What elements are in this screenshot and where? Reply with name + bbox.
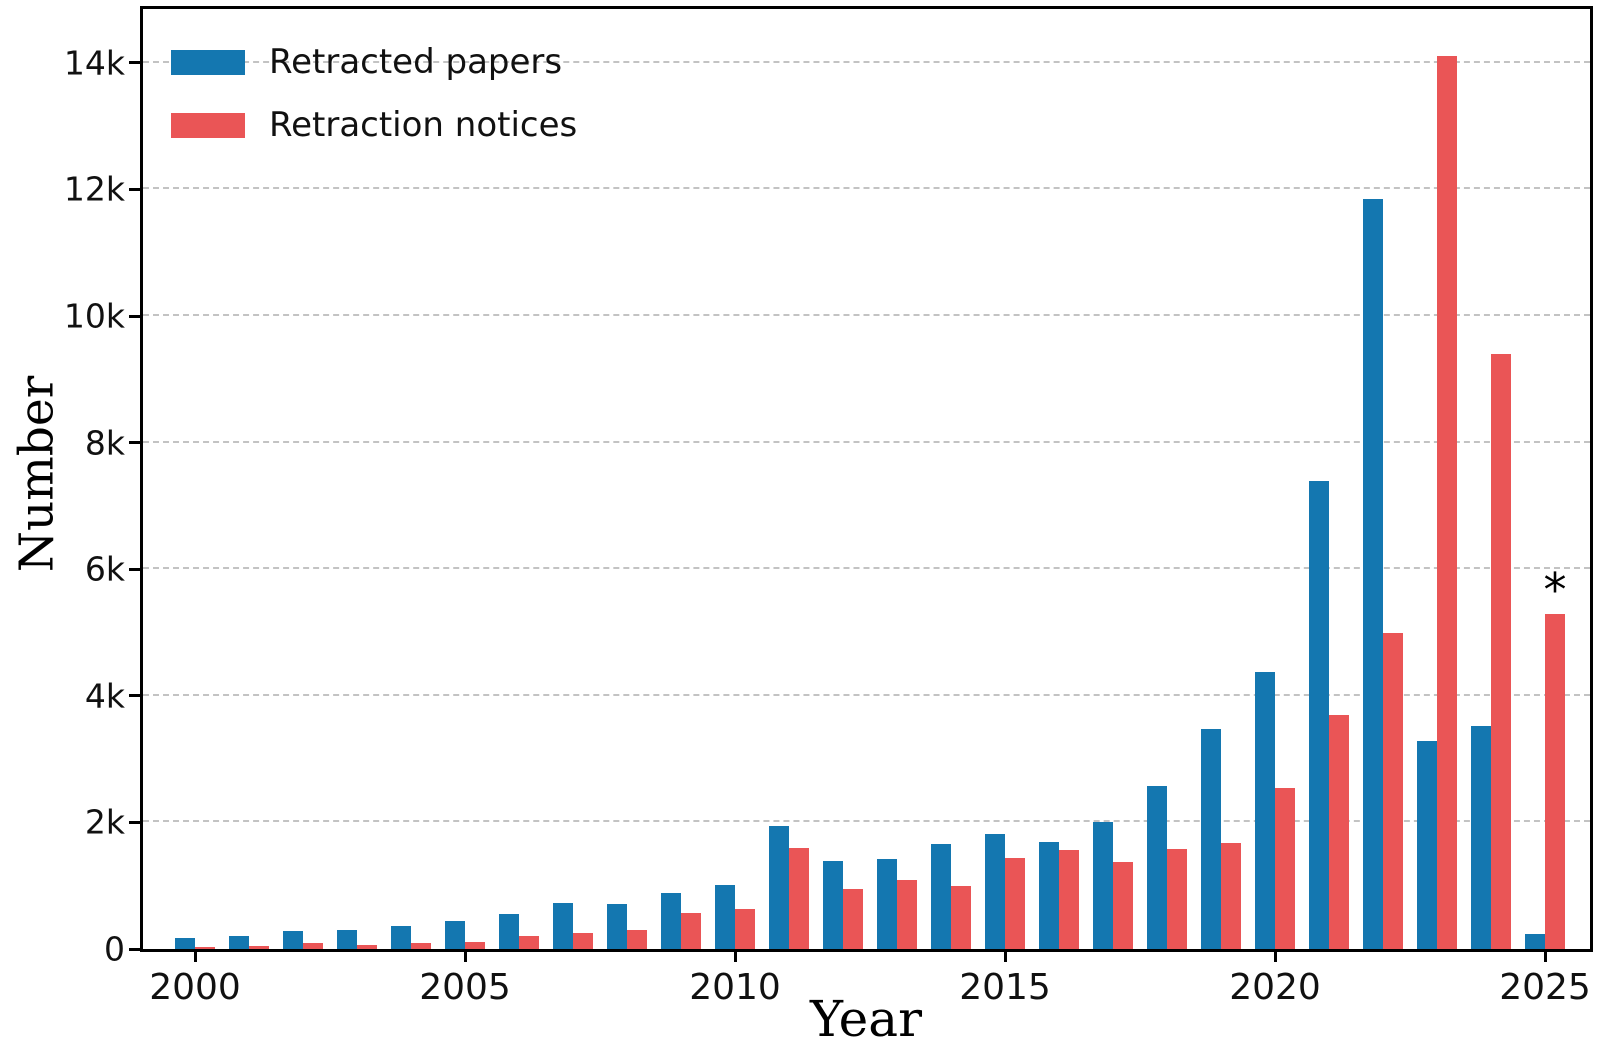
x-tick-mark-2015 [1003,950,1007,962]
legend-item-retraction-notices: Retraction notices [171,105,577,145]
gridline-12k [143,187,1590,190]
bar-retracted-papers-2024 [1471,725,1491,949]
bar-retraction-notices-2010 [735,909,755,949]
bar-retraction-notices-2007 [573,933,593,949]
bar-retraction-notices-2009 [681,912,701,949]
bar-retracted-papers-2016 [1039,842,1059,949]
bar-retraction-notices-2003 [357,944,377,949]
bar-retraction-notices-2017 [1113,861,1133,949]
bar-retraction-notices-2020 [1275,788,1295,949]
legend-swatch-retraction-notices [171,112,245,138]
y-tick-label-10k: 10k [63,296,125,336]
bar-retracted-papers-2022 [1363,198,1383,949]
bar-retracted-papers-2021 [1309,480,1329,949]
bar-retracted-papers-2006 [499,913,519,949]
bar-retracted-papers-2023 [1417,741,1437,949]
bar-retracted-papers-2014 [931,843,951,949]
bar-retraction-notices-2014 [951,885,971,949]
bar-retracted-papers-2025 [1525,934,1545,949]
gridline-14k [143,60,1590,63]
bar-retraction-notices-2001 [249,946,269,949]
bar-retraction-notices-2008 [627,930,647,949]
bar-retracted-papers-2020 [1255,672,1275,949]
legend-item-retracted-papers: Retracted papers [171,42,577,82]
bar-retraction-notices-2012 [843,888,863,949]
legend-label: Retracted papers [269,42,563,82]
gridline-10k [143,314,1590,317]
bar-retraction-notices-2019 [1221,842,1241,949]
bar-retraction-notices-2002 [303,942,323,949]
x-tick-label-2020: 2020 [1229,967,1321,1008]
bar-retracted-papers-2003 [337,930,357,949]
partial-year-asterisk: * [1543,563,1567,618]
x-tick-mark-2010 [733,950,737,962]
x-tick-label-2025: 2025 [1499,967,1591,1008]
bar-retracted-papers-2017 [1093,822,1113,949]
x-tick-label-2000: 2000 [149,967,241,1008]
bar-retracted-papers-2001 [229,936,249,949]
legend-swatch-retracted-papers [171,49,245,75]
bar-retraction-notices-2013 [897,880,917,949]
y-tick-label-8k: 8k [84,423,125,463]
x-tick-label-2015: 2015 [959,967,1051,1008]
legend: Retracted papers Retraction notices [171,42,577,168]
bar-retraction-notices-2004 [411,942,431,949]
bar-retracted-papers-2011 [769,825,789,949]
y-tick-mark-10k [129,314,140,318]
y-tick-mark-6k [129,567,140,571]
x-tick-mark-2000 [193,950,197,962]
bar-retracted-papers-2009 [661,893,681,949]
bar-retracted-papers-2002 [283,930,303,949]
bar-retracted-papers-2013 [877,859,897,949]
bar-retracted-papers-2019 [1201,729,1221,949]
y-tick-mark-4k [129,694,140,698]
y-tick-mark-14k [129,61,140,65]
y-tick-mark-8k [129,441,140,445]
bar-retraction-notices-2023 [1437,56,1457,949]
bar-retraction-notices-2024 [1491,353,1511,949]
bar-retraction-notices-2000 [195,947,215,949]
x-tick-mark-2005 [463,950,467,962]
bar-retraction-notices-2025 [1545,613,1565,949]
y-tick-label-12k: 12k [63,169,125,209]
x-tick-mark-2025 [1543,950,1547,962]
legend-label: Retraction notices [269,105,578,145]
y-tick-label-4k: 4k [84,676,125,716]
bar-retracted-papers-2012 [823,861,843,949]
gridline-8k [143,440,1590,443]
bar-retraction-notices-2016 [1059,850,1079,949]
bar-retracted-papers-2000 [175,938,195,949]
y-tick-label-6k: 6k [84,549,125,589]
bar-retraction-notices-2022 [1383,632,1403,949]
bar-retraction-notices-2021 [1329,714,1349,949]
bar-retraction-notices-2011 [789,847,809,949]
bar-retraction-notices-2006 [519,936,539,949]
gridline-2k [143,820,1590,823]
bar-retraction-notices-2005 [465,942,485,949]
bar-retracted-papers-2018 [1147,785,1167,949]
x-tick-label-2005: 2005 [419,967,511,1008]
y-tick-label-0: 0 [104,929,125,969]
plot-area: Retracted papers Retraction notices * [140,6,1593,952]
x-axis-label: Year [810,990,922,1048]
bar-retraction-notices-2015 [1005,858,1025,949]
bar-retracted-papers-2015 [985,833,1005,949]
y-tick-label-14k: 14k [63,43,125,83]
y-tick-mark-12k [129,187,140,191]
gridline-4k [143,693,1590,696]
bar-retracted-papers-2004 [391,926,411,949]
gridline-6k [143,567,1590,570]
y-tick-mark-0 [129,947,140,951]
bar-retracted-papers-2008 [607,904,627,949]
bar-retracted-papers-2007 [553,902,573,949]
bar-retraction-notices-2018 [1167,849,1187,949]
x-tick-mark-2020 [1273,950,1277,962]
bar-retracted-papers-2005 [445,921,465,949]
y-tick-label-2k: 2k [84,802,125,842]
bar-retracted-papers-2010 [715,885,735,949]
y-tick-mark-2k [129,820,140,824]
x-tick-label-2010: 2010 [689,967,781,1008]
